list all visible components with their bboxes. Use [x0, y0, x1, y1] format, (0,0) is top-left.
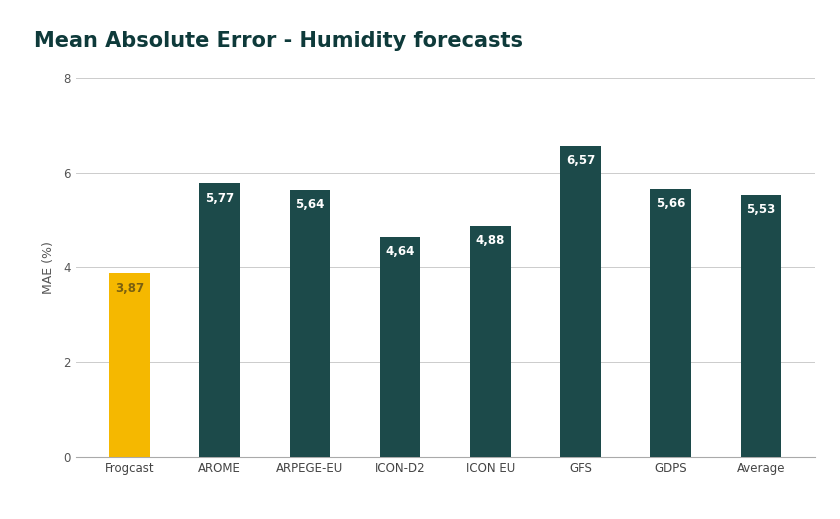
- Text: 4,64: 4,64: [386, 245, 415, 258]
- Text: 4,88: 4,88: [475, 234, 505, 247]
- Bar: [650, 189, 691, 457]
- Bar: [380, 237, 420, 457]
- Text: 5,64: 5,64: [295, 198, 324, 211]
- Bar: [109, 274, 150, 457]
- Text: 5,53: 5,53: [746, 203, 775, 216]
- Y-axis label: MAE (%): MAE (%): [42, 241, 55, 294]
- Bar: [290, 189, 330, 457]
- Text: 3,87: 3,87: [115, 282, 144, 295]
- Bar: [470, 226, 511, 457]
- Bar: [560, 145, 601, 457]
- Text: 6,57: 6,57: [566, 154, 595, 167]
- Text: 5,66: 5,66: [656, 197, 685, 210]
- Text: Mean Absolute Error - Humidity forecasts: Mean Absolute Error - Humidity forecasts: [34, 31, 522, 51]
- Bar: [199, 183, 240, 457]
- Bar: [741, 195, 781, 457]
- Text: 5,77: 5,77: [205, 192, 234, 205]
